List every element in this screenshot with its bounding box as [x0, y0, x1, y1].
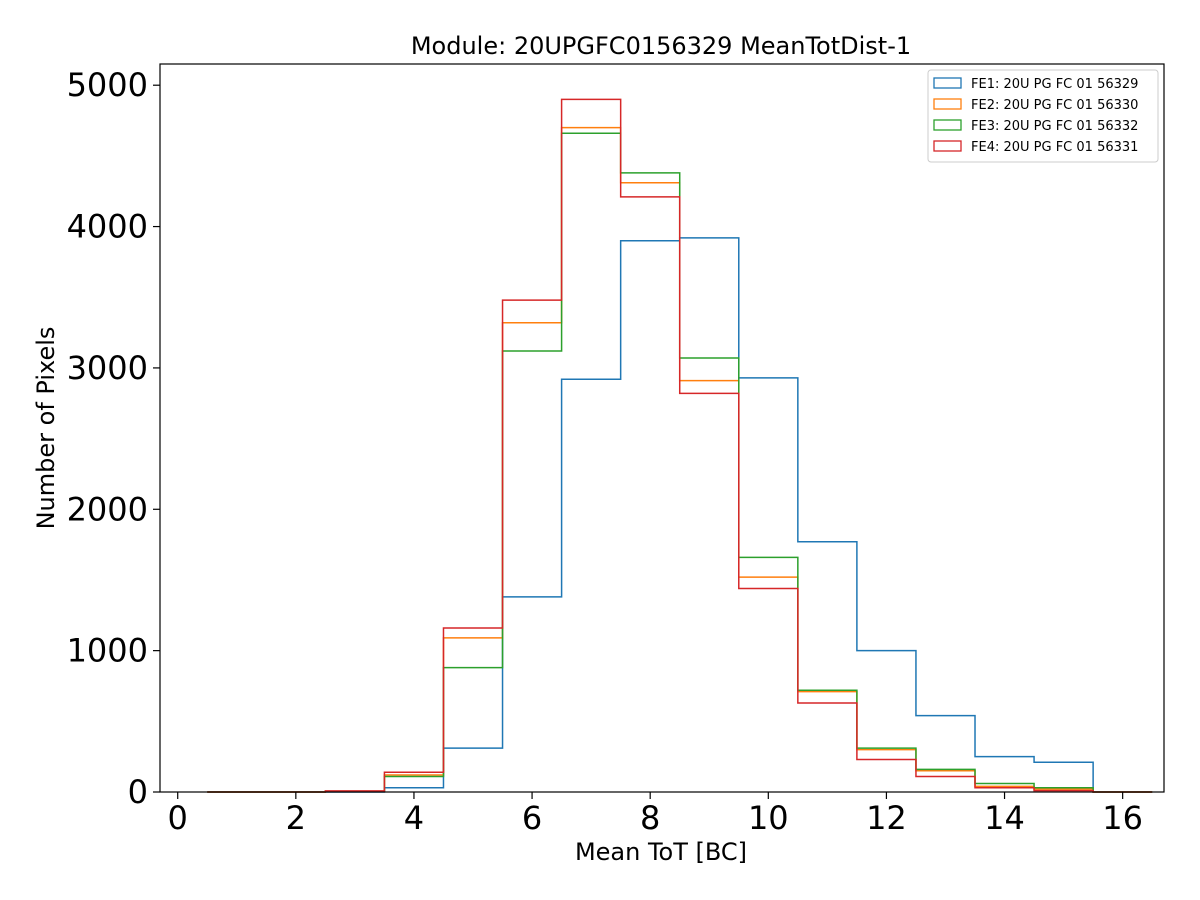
x-tick-label: 8: [640, 799, 660, 837]
x-tick-label: 2: [286, 799, 306, 837]
chart-title: Module: 20UPGFC0156329 MeanTotDist-1: [411, 32, 911, 60]
legend: FE1: 20U PG FC 01 56329 FE2: 20U PG FC 01…: [927, 69, 1159, 163]
legend-label-4: FE4: 20U PG FC 01 56331: [971, 140, 1138, 155]
legend-swatch-4: [933, 140, 962, 152]
x-tick-label: 6: [522, 799, 542, 837]
y-tick-label: 0: [128, 773, 148, 811]
series-4-outline: [207, 98, 1153, 793]
y-tick-label: 5000: [67, 66, 148, 104]
legend-swatch-2: [933, 98, 962, 110]
x-tick-label: 10: [748, 799, 789, 837]
x-axis-label: Mean ToT [BC]: [575, 838, 747, 866]
y-tick-label: 2000: [67, 490, 148, 528]
y-tick-label: 1000: [67, 632, 148, 670]
x-tick-label: 0: [168, 799, 188, 837]
series-1-outline: [207, 237, 1153, 793]
plot-area: 0 2 4 6 8 10 12 14 16 0 1000 2000 3000 4000 5000: [67, 63, 1165, 837]
x-tick-label: 12: [866, 799, 907, 837]
x-tick-label: 14: [984, 799, 1025, 837]
y-tick-label: 4000: [67, 208, 148, 246]
axes-frame: [159, 63, 1165, 793]
y-tick-label: 3000: [67, 349, 148, 387]
legend-box: [927, 69, 1159, 163]
x-tick-label: 16: [1102, 799, 1143, 837]
y-axis-label: Number of Pixels: [32, 327, 60, 530]
legend-swatch-3: [933, 119, 962, 131]
legend-label-3: FE3: 20U PG FC 01 56332: [971, 119, 1138, 134]
legend-label-1: FE1: 20U PG FC 01 56329: [971, 77, 1138, 92]
legend-label-2: FE2: 20U PG FC 01 56330: [971, 98, 1138, 113]
x-tick-label: 4: [404, 799, 424, 837]
legend-swatch-1: [933, 77, 962, 89]
